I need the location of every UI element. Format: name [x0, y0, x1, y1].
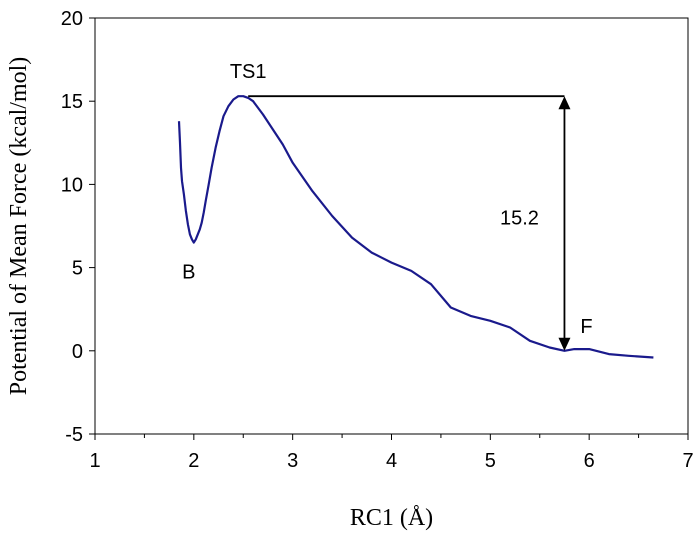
annotation-label: TS1 — [230, 61, 267, 83]
y-tick-label: 0 — [72, 341, 83, 363]
y-tick-label: -5 — [65, 424, 83, 446]
annotations: TS1 B F 15.2 — [182, 61, 593, 351]
annotation-label: 15.2 — [500, 207, 539, 229]
x-tick-label: 1 — [89, 450, 100, 472]
x-tick-label: 2 — [188, 450, 199, 472]
arrowhead-down — [558, 337, 571, 351]
ticks: -5 0 5 10 15 20 1 2 3 4 5 6 7 — [61, 8, 694, 472]
series — [177, 95, 654, 359]
arrowhead-up — [558, 96, 571, 110]
y-tick-label: 15 — [61, 91, 83, 113]
x-tick-label: 5 — [485, 450, 496, 472]
annotation-label: F — [580, 316, 592, 338]
y-tick-label: 10 — [61, 174, 83, 196]
y-tick-label: 20 — [61, 8, 83, 30]
x-tick-label: 3 — [287, 450, 298, 472]
annotation-label: B — [182, 262, 195, 284]
x-tick-label: 4 — [386, 450, 397, 472]
x-axis-title: RC1 (Å) — [350, 505, 433, 531]
y-axis-title: Potential of Mean Force (kcal/mol) — [6, 57, 32, 396]
pmf-series-line — [177, 95, 654, 359]
axes — [94, 17, 689, 435]
x-tick-label: 7 — [682, 450, 693, 472]
plot-frame — [94, 17, 689, 435]
y-tick-label: 5 — [72, 258, 83, 280]
x-tick-label: 6 — [584, 450, 595, 472]
